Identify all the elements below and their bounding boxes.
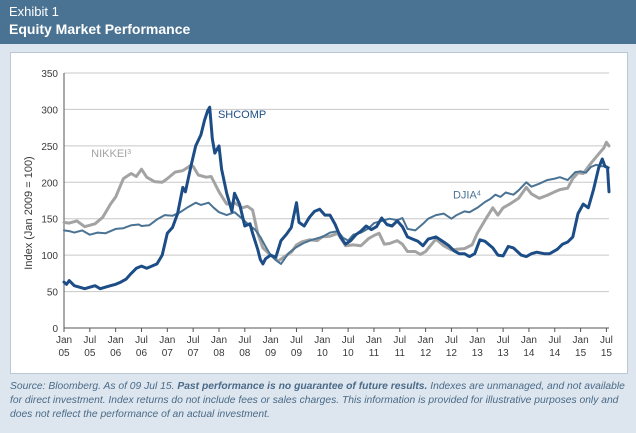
x-tick-label-year: 09 xyxy=(265,348,277,359)
x-tick-label-year: 15 xyxy=(601,348,613,359)
y-tick-label: 0 xyxy=(52,324,58,335)
x-tick-label-year: 13 xyxy=(498,348,510,359)
x-tick-label-year: 08 xyxy=(213,348,225,359)
x-tick-label-year: 14 xyxy=(523,348,535,359)
footnote-rest: Indexes are unmanaged, and not available… xyxy=(10,381,625,420)
x-tick-label-month: Jul xyxy=(393,335,406,346)
series-line-nikkei xyxy=(62,140,611,263)
x-tick-label-year: 12 xyxy=(446,348,458,359)
y-tick-label: 200 xyxy=(41,178,58,189)
x-tick-label-year: 10 xyxy=(343,348,355,359)
x-tick-label-month: Jan xyxy=(56,335,72,346)
x-tick-label-year: 06 xyxy=(136,348,148,359)
x-tick-label-year: 05 xyxy=(58,348,70,359)
x-tick-label-year: 13 xyxy=(472,348,484,359)
x-tick-label-year: 10 xyxy=(317,348,329,359)
y-tick-label: 150 xyxy=(41,215,58,226)
x-tick-label-month: Jul xyxy=(83,335,96,346)
series-name: NIKKEI xyxy=(91,148,127,160)
series-label-djia: DJIA4 xyxy=(453,189,481,201)
y-tick-label: 250 xyxy=(41,142,58,153)
series-labels: NIKKEI3 DJIA4 SHCOMP xyxy=(91,109,481,201)
x-tick-label-month: Jul xyxy=(187,335,200,346)
y-tick-label: 350 xyxy=(41,69,58,80)
footnote: Source: Bloomberg. As of 09 Jul 15. Past… xyxy=(10,380,628,422)
x-tick-label-year: 12 xyxy=(420,348,432,359)
line-chart: 0 50 100 150 200 250 300 350 Jan 05 Jul 05 Jan 06 Jul 0… xyxy=(23,69,613,359)
series-label-nikkei: NIKKEI3 xyxy=(91,148,131,160)
y-tick-label: 300 xyxy=(41,105,58,116)
x-tick-label-month: Jul xyxy=(342,335,355,346)
y-tick-label: 50 xyxy=(47,288,59,299)
x-tick-label-year: 11 xyxy=(395,348,406,359)
x-tick-label-month: Jul xyxy=(497,335,510,346)
x-tick-label-month: Jan xyxy=(263,335,279,346)
y-axis-label: Index (Jan 2009 = 100) xyxy=(23,156,35,269)
x-tick-label-month: Jan xyxy=(521,335,537,346)
x-tick-label-month: Jul xyxy=(135,335,148,346)
series-lines xyxy=(62,105,611,291)
x-tick-label-month: Jan xyxy=(211,335,227,346)
footnote-bold: Past performance is no guarantee of futu… xyxy=(177,381,428,392)
x-tick-label-year: 11 xyxy=(369,348,380,359)
x-tick-label-month: Jan xyxy=(469,335,485,346)
x-tick-label-year: 05 xyxy=(84,348,96,359)
x-tick-label-month: Jul xyxy=(290,335,303,346)
x-tick-label-month: Jan xyxy=(108,335,124,346)
series-superscript: 3 xyxy=(127,148,131,155)
x-tick-label-year: 07 xyxy=(188,348,200,359)
exhibit-label: Exhibit 1 xyxy=(9,4,59,19)
x-tick-label-year: 08 xyxy=(239,348,251,359)
exhibit-title: Equity Market Performance xyxy=(9,21,191,37)
series-name: SHCOMP xyxy=(218,109,266,121)
x-tick-label-month: Jan xyxy=(159,335,175,346)
axes: 0 50 100 150 200 250 300 350 Jan 05 Jul 05 Jan 06 Jul 0… xyxy=(41,69,613,359)
x-tick-label-month: Jan xyxy=(418,335,434,346)
x-tick-label-month: Jan xyxy=(366,335,382,346)
y-tick-label: 100 xyxy=(41,251,58,262)
exhibit-header: Exhibit 1 Equity Market Performance xyxy=(0,0,636,44)
x-tick-label-month: Jul xyxy=(238,335,251,346)
series-name: DJIA xyxy=(453,189,478,201)
x-tick-label-year: 07 xyxy=(162,348,174,359)
x-tick-label-year: 14 xyxy=(549,348,561,359)
x-tick-label-year: 15 xyxy=(575,348,587,359)
footnote-intro: Source: Bloomberg. As of 09 Jul 15. xyxy=(10,381,178,392)
chart-panel: 0 50 100 150 200 250 300 350 Jan 05 Jul 05 Jan 06 Jul 0… xyxy=(10,52,628,374)
series-label-shcomp: SHCOMP xyxy=(218,109,266,121)
series-line-shcomp xyxy=(62,105,611,291)
x-tick-label-month: Jan xyxy=(573,335,589,346)
x-tick-label-month: Jul xyxy=(548,335,561,346)
x-tick-label-month: Jul xyxy=(445,335,458,346)
series-superscript: 4 xyxy=(477,190,481,197)
x-tick-label-year: 09 xyxy=(291,348,303,359)
series-line-djia xyxy=(63,163,610,265)
x-tick-label-month: Jan xyxy=(314,335,330,346)
x-tick-label-month: Jul xyxy=(600,335,613,346)
x-tick-label-year: 06 xyxy=(110,348,122,359)
